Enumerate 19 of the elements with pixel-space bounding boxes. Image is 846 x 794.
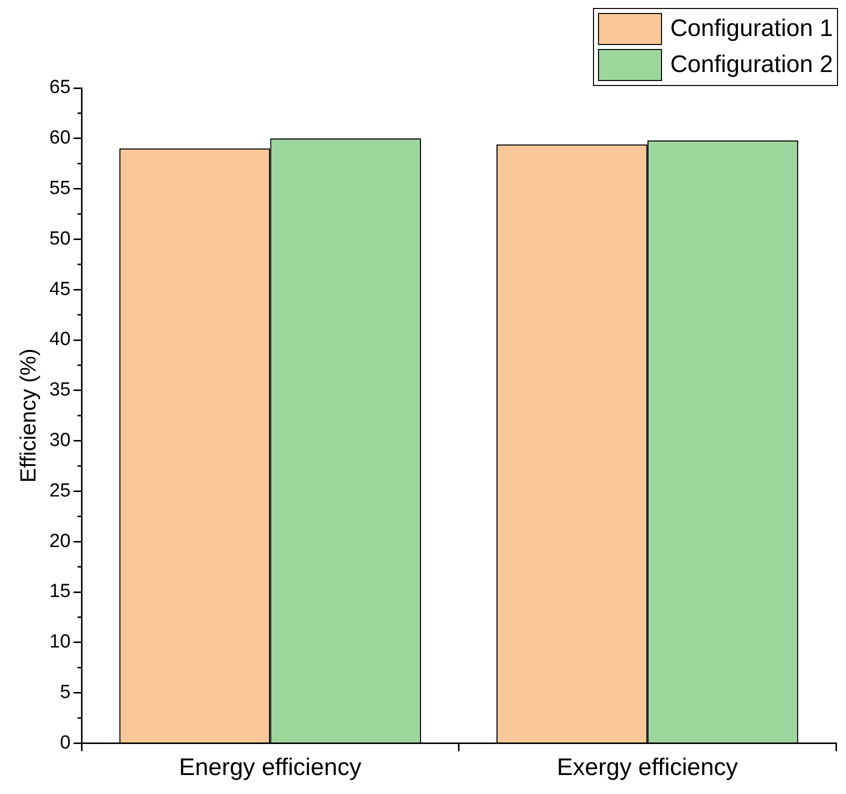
y-tick-label: 55 [49, 178, 71, 200]
y-tick-label: 50 [49, 228, 71, 250]
legend-label: Configuration 1 [670, 15, 833, 43]
y-tick-label: 30 [49, 430, 71, 452]
y-tick-label: 40 [49, 329, 71, 350]
y-tick-label: 65 [49, 77, 71, 98]
x-tick-label: Exergy efficiency [556, 754, 738, 782]
text: Configuration 2 [670, 51, 833, 79]
y-tick-label: 20 [49, 530, 71, 552]
y-tick-label: 25 [49, 480, 71, 502]
y-tick-label: 5 [60, 682, 71, 704]
x-tick-label: Energy efficiency [178, 754, 362, 782]
y-tick-label: 10 [49, 632, 71, 653]
y-tick-label: 45 [49, 278, 71, 300]
y-tick-label: 35 [49, 380, 71, 401]
y-tick-label: 15 [49, 581, 71, 602]
y-tick-label: 0 [60, 732, 71, 754]
y-axis-title: Efficiency (%) [15, 348, 40, 483]
y-tick-label: 60 [49, 128, 71, 149]
